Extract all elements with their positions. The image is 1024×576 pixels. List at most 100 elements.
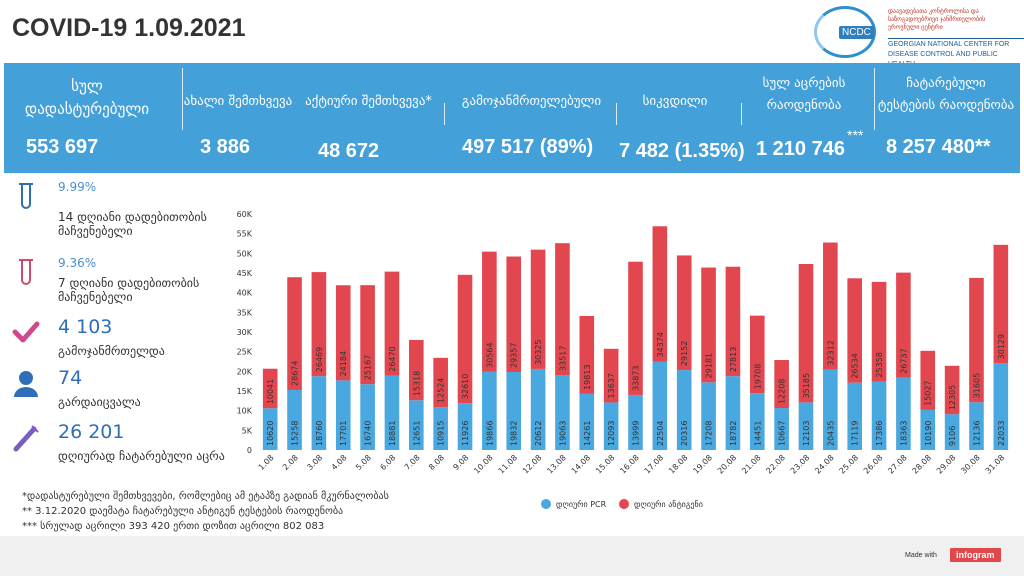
data-label-antigen: 19708 bbox=[753, 364, 762, 389]
data-label-pcr: 20435 bbox=[826, 421, 835, 446]
bar-antigen bbox=[360, 285, 375, 385]
data-label-antigen: 33517 bbox=[558, 346, 567, 371]
page-title: COVID-19 1.09.2021 bbox=[12, 14, 246, 42]
bar-antigen bbox=[335, 285, 351, 381]
data-label-pcr: 17119 bbox=[851, 421, 860, 446]
syringe-icon bbox=[13, 425, 39, 452]
x-tick-label: 20.08 bbox=[716, 453, 739, 476]
bar-pcr bbox=[530, 368, 546, 450]
stat-value: 3 886 bbox=[200, 136, 251, 158]
data-label-pcr: 19866 bbox=[485, 421, 494, 446]
x-tick-label: 24.08 bbox=[813, 453, 836, 476]
y-tick-label: 15K bbox=[237, 387, 253, 396]
x-tick-label: 29.08 bbox=[935, 453, 958, 476]
bar-pcr bbox=[482, 371, 497, 450]
x-tick-label: 22.08 bbox=[764, 453, 787, 476]
bar-antigen bbox=[433, 357, 448, 408]
data-label-pcr: 20316 bbox=[680, 421, 689, 446]
stat-label: სულ აცრების რაოდენობა bbox=[762, 76, 846, 113]
bar-pcr bbox=[555, 375, 570, 450]
bar-pcr bbox=[798, 402, 814, 450]
bar-antigen bbox=[749, 315, 765, 394]
globe-icon bbox=[814, 6, 876, 58]
data-label-pcr: 9106 bbox=[948, 426, 957, 446]
bar-antigen bbox=[701, 267, 716, 383]
x-tick-label: 25.08 bbox=[838, 453, 861, 476]
x-tick-label: 21.08 bbox=[740, 453, 763, 476]
bar-antigen bbox=[847, 278, 862, 383]
bar-pcr bbox=[628, 394, 643, 450]
x-tick-label: 30.08 bbox=[959, 453, 982, 476]
x-tick-label: 2.08 bbox=[281, 453, 300, 472]
data-label-antigen: 19813 bbox=[583, 364, 592, 389]
data-label-pcr: 19832 bbox=[510, 421, 519, 446]
data-label-antigen: 24184 bbox=[339, 351, 348, 376]
y-tick-label: 10K bbox=[237, 407, 253, 416]
bar-antigen bbox=[823, 242, 838, 370]
y-tick-label: 50K bbox=[237, 249, 253, 258]
x-tick-label: 10.08 bbox=[472, 453, 495, 476]
ncdc-logo: NCDC დაავადებათა კონტროლისა და საზოგადოე… bbox=[808, 4, 1024, 68]
summary-banner: სულ დადასტურებული 553 697 ახალი შემთხვევ… bbox=[4, 63, 1020, 173]
bar-pcr bbox=[311, 376, 327, 450]
bar-pcr bbox=[384, 375, 400, 450]
data-label-antigen: 32312 bbox=[826, 340, 835, 365]
data-label-antigen: 12208 bbox=[778, 379, 787, 404]
data-label-pcr: 17208 bbox=[705, 421, 714, 446]
bar-antigen bbox=[993, 244, 1009, 364]
test-tube-icon bbox=[19, 183, 33, 209]
y-tick-label: 25K bbox=[237, 348, 253, 357]
data-label-pcr: 12103 bbox=[802, 421, 811, 446]
bar-antigen bbox=[555, 243, 570, 376]
x-tick-label: 8.08 bbox=[427, 453, 446, 472]
data-label-pcr: 18760 bbox=[315, 421, 324, 446]
data-label-pcr: 18363 bbox=[899, 421, 908, 446]
x-tick-label: 4.08 bbox=[330, 453, 349, 472]
data-label-antigen: 33873 bbox=[632, 365, 641, 390]
bar-antigen bbox=[482, 251, 497, 372]
x-tick-label: 23.08 bbox=[789, 453, 812, 476]
bar-pcr bbox=[360, 384, 375, 450]
x-tick-label: 19.08 bbox=[691, 453, 714, 476]
data-label-antigen: 29357 bbox=[510, 343, 519, 368]
data-label-antigen: 31605 bbox=[972, 373, 981, 398]
bar-antigen bbox=[628, 261, 643, 395]
data-label-antigen: 15318 bbox=[412, 371, 421, 396]
stat-label: ახალი შემთხვევა bbox=[183, 94, 293, 109]
y-tick-label: 60K bbox=[237, 210, 253, 219]
data-label-pcr: 10620 bbox=[266, 421, 275, 446]
bar-antigen bbox=[262, 368, 278, 409]
infogram-brand[interactable]: infogram bbox=[950, 548, 1001, 562]
data-label-antigen: 26469 bbox=[315, 347, 324, 372]
bar-antigen bbox=[676, 255, 692, 371]
data-label-pcr: 18881 bbox=[388, 421, 397, 446]
data-label-antigen: 30564 bbox=[485, 342, 494, 367]
data-label-antigen: 28674 bbox=[291, 361, 300, 386]
data-label-pcr: 18782 bbox=[729, 421, 738, 446]
x-tick-label: 1.08 bbox=[257, 453, 276, 472]
data-label-antigen: 30325 bbox=[534, 339, 543, 364]
bar-pcr bbox=[749, 393, 765, 450]
data-label-antigen: 10041 bbox=[266, 379, 275, 404]
data-label-antigen: 25358 bbox=[875, 352, 884, 377]
y-tick-label: 30K bbox=[237, 328, 253, 337]
x-tick-label: 14.08 bbox=[570, 453, 593, 476]
divider bbox=[616, 103, 617, 125]
y-tick-label: 40K bbox=[237, 289, 253, 298]
stat-label: ჩატარებული ტესტების რაოდენობა bbox=[877, 76, 1015, 113]
bar-pcr bbox=[506, 371, 522, 450]
data-label-pcr: 10667 bbox=[778, 421, 787, 446]
stat-value: 7 482 (1.35%) bbox=[619, 140, 745, 162]
footnote-tests: ** 3.12.2020 დაემატა ჩატარებული ანტიგენ … bbox=[22, 506, 344, 517]
data-label-antigen: 25167 bbox=[364, 355, 373, 380]
stat-label: სიკვდილი bbox=[642, 94, 708, 109]
y-tick-label: 0 bbox=[247, 446, 252, 455]
y-tick-label: 55K bbox=[237, 230, 253, 239]
data-label-pcr: 22504 bbox=[656, 421, 665, 446]
data-label-pcr: 11926 bbox=[461, 421, 470, 446]
data-label-pcr: 12651 bbox=[412, 421, 421, 446]
x-tick-label: 28.08 bbox=[911, 453, 934, 476]
bar-antigen bbox=[287, 277, 302, 390]
bar-antigen bbox=[506, 256, 522, 372]
data-label-pcr: 22033 bbox=[997, 421, 1006, 446]
